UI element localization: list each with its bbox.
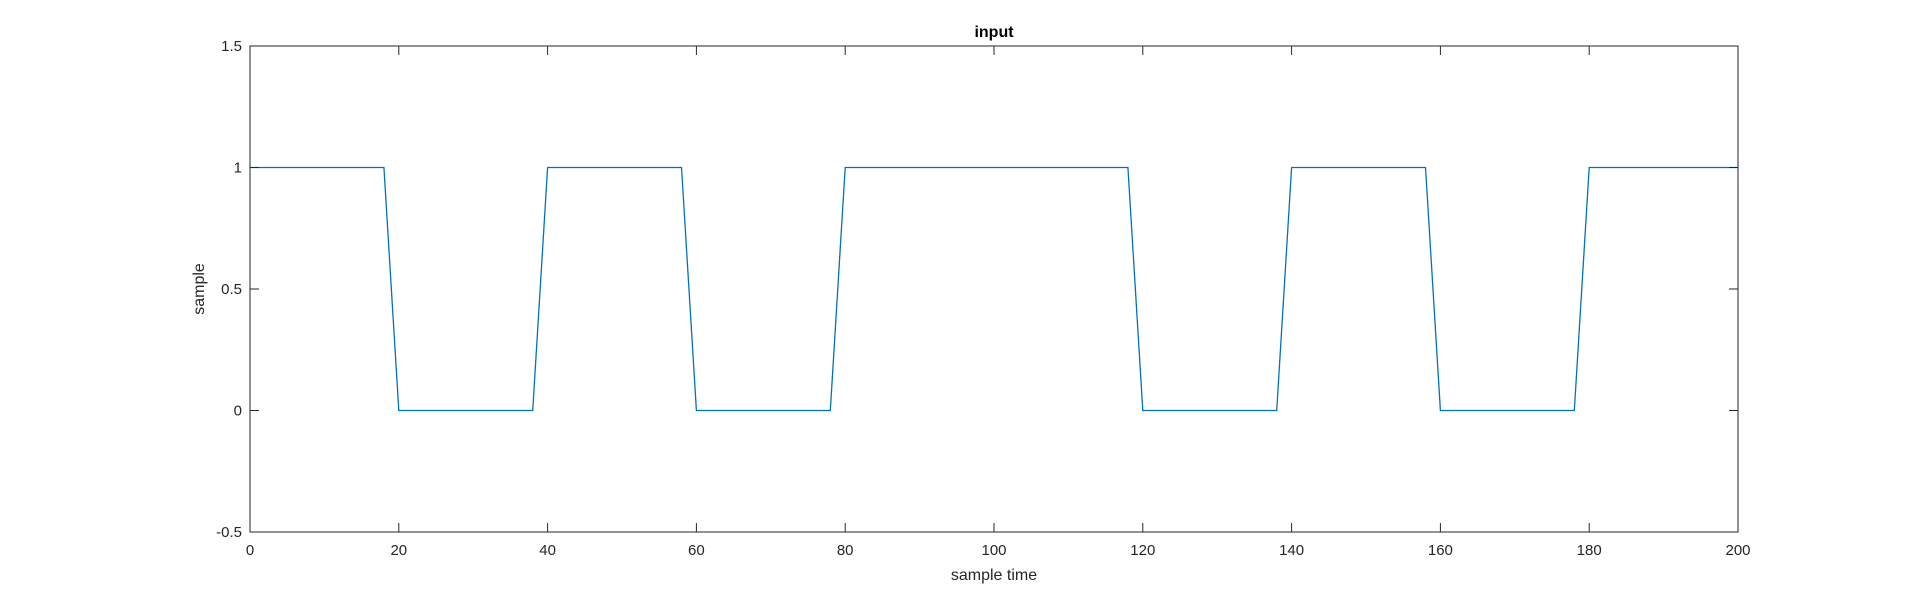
x-tick-label: 40	[539, 542, 556, 559]
x-axis: 0 20 40 60 80 100 120 140 160 180 200	[246, 46, 1751, 559]
y-tick-label: 1	[234, 160, 242, 177]
x-tick-label: 120	[1130, 542, 1155, 559]
x-tick-label: 100	[981, 542, 1006, 559]
x-tick-label: 80	[837, 542, 854, 559]
y-tick-label: -0.5	[216, 524, 242, 541]
y-axis: -0.5 0 0.5 1 1.5	[216, 38, 1738, 541]
y-axis-label: sample	[191, 263, 208, 315]
x-tick-label: 140	[1279, 542, 1304, 559]
x-tick-label: 20	[390, 542, 407, 559]
series-line	[250, 166, 1738, 412]
chart-title: input	[974, 24, 1014, 41]
y-tick-label: 1.5	[221, 38, 242, 55]
x-tick-label: 160	[1428, 542, 1453, 559]
y-tick-label: 0.5	[221, 281, 242, 298]
x-tick-label: 200	[1725, 542, 1750, 559]
x-tick-label: 60	[688, 542, 705, 559]
x-tick-label: 0	[246, 542, 254, 559]
x-tick-label: 180	[1577, 542, 1602, 559]
x-axis-label: sample time	[951, 567, 1037, 584]
axes-box	[249, 45, 1739, 533]
plot-area	[249, 45, 1739, 533]
y-tick-label: 0	[234, 403, 242, 420]
